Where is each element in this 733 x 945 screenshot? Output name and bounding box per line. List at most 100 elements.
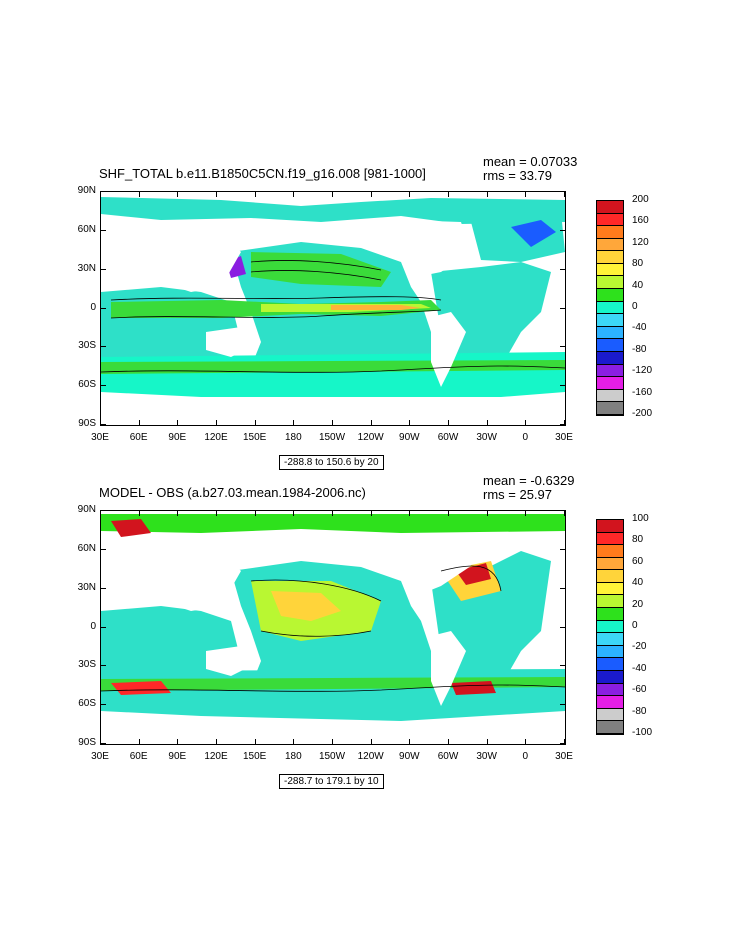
lon-label: 30W xyxy=(476,432,497,443)
panel-1-map xyxy=(100,191,566,426)
panel-2-title: MODEL - OBS (a.b27.03.mean.1984-2006.nc) xyxy=(99,485,366,500)
lon-tick xyxy=(564,420,565,425)
lat-tick xyxy=(560,587,565,589)
lat-tick xyxy=(560,548,565,550)
lon-tick xyxy=(138,420,140,425)
lat-tick xyxy=(560,268,565,270)
lat-tick xyxy=(101,424,106,425)
lon-label: 120W xyxy=(357,432,384,443)
lon-tick xyxy=(409,739,411,744)
colorbar-label: -40 xyxy=(632,662,647,674)
lon-label: 150W xyxy=(318,432,346,443)
lat-tick xyxy=(560,424,565,425)
lat-tick xyxy=(101,743,106,744)
lat-tick xyxy=(560,385,565,387)
colorbar-segment xyxy=(597,696,623,709)
colorbar-segment xyxy=(597,201,623,214)
colorbar-segment xyxy=(597,620,623,634)
colorbar-label: 120 xyxy=(632,236,649,248)
panel-2-colorbar xyxy=(596,519,624,735)
colorbar-label: -20 xyxy=(632,641,647,653)
colorbar-segment xyxy=(597,645,623,659)
lat-label: 60S xyxy=(78,379,96,391)
lon-tick xyxy=(448,420,449,425)
lon-label: 30E xyxy=(555,751,573,762)
lon-tick xyxy=(293,739,295,744)
lon-tick xyxy=(332,511,333,516)
lon-tick xyxy=(100,192,101,197)
lon-tick xyxy=(525,511,527,516)
lon-label: 120E xyxy=(204,432,228,443)
lat-tick xyxy=(101,307,106,309)
lat-tick xyxy=(101,665,106,667)
lon-label: 90W xyxy=(399,751,420,762)
colorbar-segment xyxy=(597,377,623,390)
colorbar-segment xyxy=(597,389,623,403)
lon-tick xyxy=(486,192,488,197)
colorbar-label: 160 xyxy=(632,215,649,227)
colorbar-segment xyxy=(597,608,623,621)
lat-label: 0 xyxy=(90,620,96,632)
panel-1-mean: mean = 0.07033 xyxy=(483,154,578,169)
colorbar-segment xyxy=(597,708,623,722)
lat-tick xyxy=(101,626,106,628)
lon-tick xyxy=(254,739,256,744)
colorbar-segment xyxy=(597,351,623,365)
lon-tick xyxy=(564,192,565,197)
colorbar-segment xyxy=(597,595,623,609)
panel-1-range-label: -288.8 to 150.6 by 20 xyxy=(279,455,384,470)
lon-tick xyxy=(564,739,565,744)
lon-label: 90E xyxy=(168,751,187,762)
lat-label: 0 xyxy=(90,301,96,313)
colorbar-segment xyxy=(597,364,623,378)
lon-tick xyxy=(100,511,101,516)
lon-tick xyxy=(254,511,256,516)
colorbar-label: -40 xyxy=(632,322,647,334)
lon-label: 60W xyxy=(437,751,459,762)
lon-tick xyxy=(216,511,217,516)
lon-tick xyxy=(409,192,411,197)
colorbar-label: -100 xyxy=(632,727,653,738)
lon-label: 0 xyxy=(522,751,529,762)
lon-tick xyxy=(525,420,527,425)
lon-tick xyxy=(177,192,179,197)
lat-tick xyxy=(101,510,106,511)
lon-tick xyxy=(138,192,140,197)
lon-label: 60E xyxy=(129,751,148,762)
lat-label: 60N xyxy=(77,223,96,235)
lon-tick xyxy=(254,420,256,425)
colorbar-label: -200 xyxy=(632,408,653,419)
colorbar-segment xyxy=(597,263,623,277)
colorbar-label: 0 xyxy=(632,301,638,312)
lat-tick xyxy=(560,743,565,744)
lat-tick xyxy=(101,385,106,387)
lat-tick xyxy=(101,191,106,192)
lon-tick xyxy=(486,420,488,425)
colorbar-segment xyxy=(597,570,623,583)
lon-tick xyxy=(100,739,101,744)
lat-tick xyxy=(101,229,106,231)
panel-1-rms: rms = 33.79 xyxy=(483,168,553,183)
lon-tick xyxy=(293,192,295,197)
lon-label: 30W xyxy=(476,751,497,762)
lon-tick xyxy=(332,420,333,425)
lat-tick xyxy=(101,268,106,270)
lon-tick xyxy=(486,739,488,744)
lat-label: 30S xyxy=(78,340,96,352)
lon-tick xyxy=(216,420,217,425)
lat-tick xyxy=(560,665,565,667)
colorbar-label: 20 xyxy=(632,598,644,610)
lat-tick xyxy=(101,346,106,348)
lon-tick xyxy=(216,739,217,744)
lat-label: 60S xyxy=(78,698,96,710)
colorbar-segment xyxy=(597,658,623,671)
lon-tick xyxy=(216,192,217,197)
lon-tick xyxy=(448,192,449,197)
lat-tick xyxy=(101,587,106,589)
lon-tick xyxy=(525,192,527,197)
panel-1-title: SHF_TOTAL b.e11.B1850C5CN.f19_g16.008 [9… xyxy=(99,166,426,181)
lon-tick xyxy=(564,511,565,516)
colorbar-label: -80 xyxy=(632,343,647,355)
lat-tick xyxy=(560,704,565,706)
lon-tick xyxy=(254,192,256,197)
